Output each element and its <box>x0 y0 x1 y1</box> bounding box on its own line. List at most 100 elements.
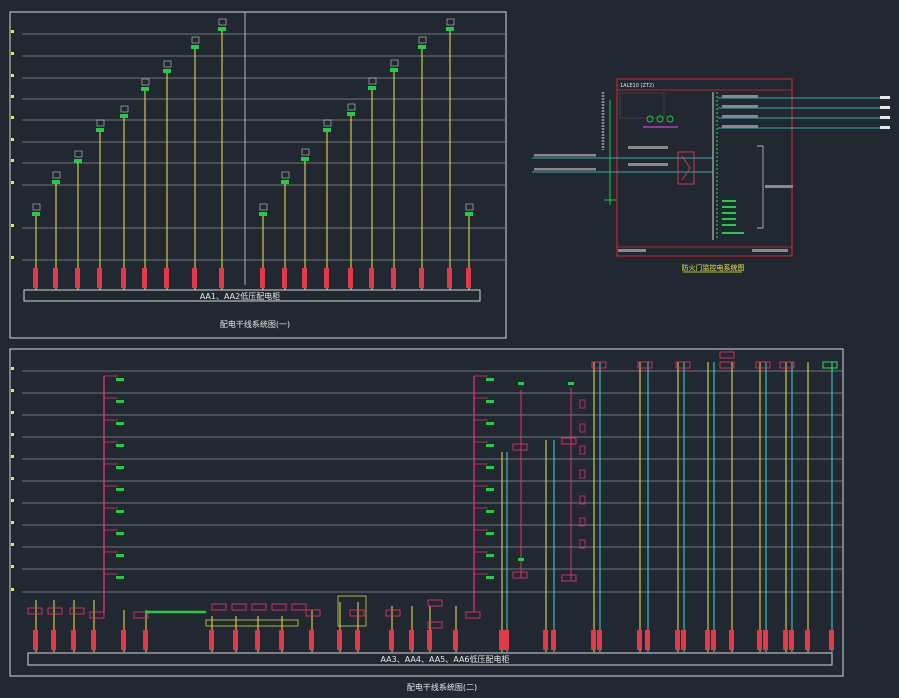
circuit-tag <box>504 630 509 650</box>
frame-one <box>9 11 507 339</box>
circuit-tag <box>829 630 834 650</box>
floor-box <box>116 488 124 491</box>
breaker <box>561 574 577 582</box>
circuit-tag <box>369 268 374 288</box>
floor-box <box>486 400 494 403</box>
breaker <box>349 609 365 617</box>
floor-box <box>52 180 60 184</box>
floor-box <box>116 444 124 447</box>
circuit-tag <box>164 268 169 288</box>
breaker <box>779 361 795 369</box>
floor-box <box>486 378 494 381</box>
floor-box <box>116 510 124 513</box>
circuit-tag <box>355 630 360 650</box>
circuit-tag <box>260 268 265 288</box>
circuit-tag <box>447 268 452 288</box>
risers-one <box>32 18 474 290</box>
floor-lines-two <box>11 367 842 593</box>
panel-lamps <box>643 115 678 128</box>
circuit-tag <box>97 268 102 288</box>
busbar-label-two: AA3、AA4、AA5、AA6低压配电柜 <box>380 654 509 664</box>
circuit-tag <box>705 630 710 650</box>
floor-box <box>259 212 267 216</box>
busbar-one <box>23 289 481 302</box>
floor-box <box>116 400 124 403</box>
circuit-tag <box>409 630 414 650</box>
floor-box <box>486 488 494 491</box>
breaker <box>27 607 43 615</box>
floor-box <box>116 532 124 535</box>
circuit-tag <box>389 630 394 650</box>
breaker <box>231 603 247 611</box>
circuit-tag <box>302 268 307 288</box>
circuit-tag <box>219 268 224 288</box>
floor-box <box>281 180 289 184</box>
floor-box <box>486 510 494 513</box>
floor-box <box>116 378 124 381</box>
breaker <box>512 571 528 579</box>
breaker <box>427 621 443 629</box>
circuit-tag <box>783 630 788 650</box>
circuit-tag <box>757 630 762 650</box>
breaker <box>385 609 401 617</box>
busbar-label-one: AA1、AA2低压配电柜 <box>200 291 281 301</box>
floor-box <box>191 45 199 49</box>
circuit-tag <box>337 630 342 650</box>
floor-box <box>446 27 454 31</box>
circuit-tag <box>75 268 80 288</box>
circuit-tag <box>763 630 768 650</box>
circuit-tag <box>51 630 56 650</box>
circuit-tag <box>121 268 126 288</box>
circuit-tag <box>33 268 38 288</box>
circuit-tag <box>805 630 810 650</box>
floor-box <box>141 87 149 91</box>
floor-box <box>486 422 494 425</box>
floor-box <box>486 444 494 447</box>
circuit-tag <box>91 630 96 650</box>
circuit-tag <box>142 268 147 288</box>
busbar-two <box>27 652 833 666</box>
breaker <box>719 351 735 359</box>
circuit-tag <box>348 268 353 288</box>
risers-two <box>27 351 838 652</box>
floor-box <box>368 86 376 90</box>
circuit-tag <box>645 630 650 650</box>
panel-params <box>619 92 665 119</box>
panel-outgoing <box>718 97 880 129</box>
floor-box <box>116 422 124 425</box>
circuit-tag <box>453 630 458 650</box>
breaker <box>211 603 227 611</box>
circuit-tag <box>466 268 471 288</box>
breaker <box>305 609 321 617</box>
floor-box <box>486 532 494 535</box>
caption-two: 配电干线系统图(二) <box>407 682 477 692</box>
floor-box <box>116 466 124 469</box>
circuit-tag <box>255 630 260 650</box>
breaker <box>291 603 307 611</box>
circuit-tag <box>309 630 314 650</box>
breaker <box>89 611 105 619</box>
panel-breaker <box>677 151 695 185</box>
floor-box <box>120 114 128 118</box>
breaker <box>675 361 691 369</box>
circuit-tag <box>711 630 716 650</box>
breaker <box>251 603 267 611</box>
breaker <box>133 611 149 619</box>
breaker <box>69 607 85 615</box>
circuit-tag <box>121 630 126 650</box>
breaker <box>47 607 63 615</box>
circuit-tag <box>279 630 284 650</box>
floor-box <box>486 466 494 469</box>
panel-diagram: 1ALE10 (ZT2) <box>532 78 890 273</box>
floor-box <box>116 554 124 557</box>
circuit-tag <box>789 630 794 650</box>
breaker <box>512 443 528 451</box>
circuit-tag <box>282 268 287 288</box>
floor-box <box>323 128 331 132</box>
circuit-tag <box>427 630 432 650</box>
breaker <box>755 361 771 369</box>
circuit-tag <box>675 630 680 650</box>
circuit-tag <box>33 630 38 650</box>
floor-box <box>418 45 426 49</box>
